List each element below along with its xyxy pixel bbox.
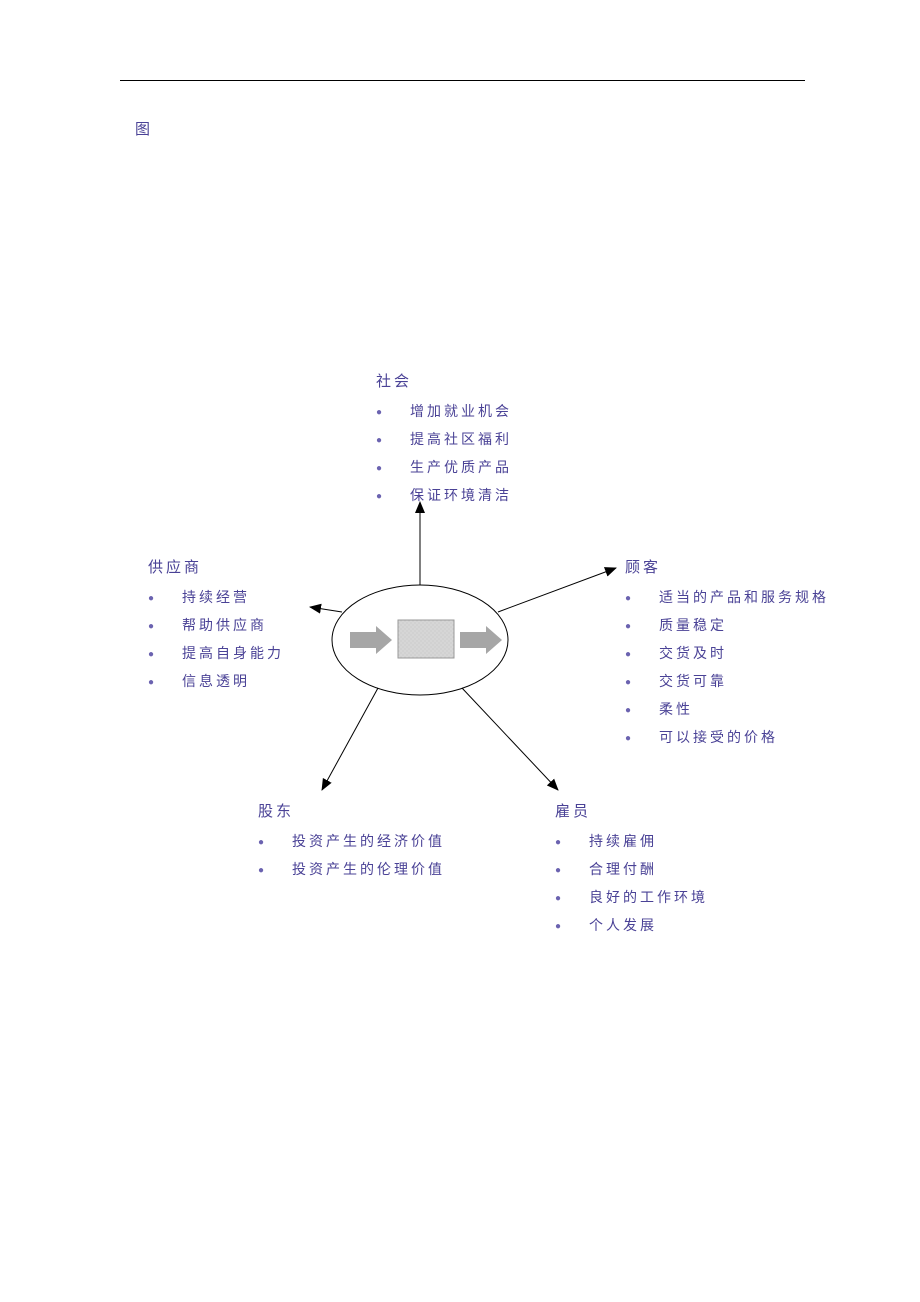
link-shareholders — [322, 688, 378, 790]
group-customers: 顾客 适当的产品和服务规格 质量稳定 交货及时 交货可靠 柔性 可以接受的价格 — [625, 556, 829, 753]
list-item: 帮助供应商 — [148, 613, 284, 641]
list-item: 增加就业机会 — [376, 399, 512, 427]
list-item: 个人发展 — [555, 913, 708, 941]
group-suppliers-list: 持续经营 帮助供应商 提高自身能力 信息透明 — [148, 585, 284, 697]
group-shareholders: 股东 投资产生的经济价值 投资产生的伦理价值 — [258, 800, 445, 885]
list-item: 信息透明 — [148, 669, 284, 697]
group-society-title: 社会 — [376, 370, 512, 391]
list-item: 投资产生的伦理价值 — [258, 857, 445, 885]
group-shareholders-title: 股东 — [258, 800, 445, 821]
list-item: 合理付酬 — [555, 857, 708, 885]
list-item: 交货可靠 — [625, 669, 829, 697]
list-item: 交货及时 — [625, 641, 829, 669]
list-item: 柔性 — [625, 697, 829, 725]
center-box — [398, 620, 454, 658]
group-society-list: 增加就业机会 提高社区福利 生产优质产品 保证环境清洁 — [376, 399, 512, 511]
list-item: 良好的工作环境 — [555, 885, 708, 913]
list-item: 持续雇佣 — [555, 829, 708, 857]
list-item: 投资产生的经济价值 — [258, 829, 445, 857]
list-item: 生产优质产品 — [376, 455, 512, 483]
group-suppliers: 供应商 持续经营 帮助供应商 提高自身能力 信息透明 — [148, 556, 284, 697]
list-item: 持续经营 — [148, 585, 284, 613]
link-suppliers — [310, 607, 342, 612]
group-suppliers-title: 供应商 — [148, 556, 284, 577]
inner-arrow-left — [350, 626, 392, 654]
group-shareholders-list: 投资产生的经济价值 投资产生的伦理价值 — [258, 829, 445, 885]
group-employees-title: 雇员 — [555, 800, 708, 821]
link-employees — [462, 688, 558, 790]
group-employees: 雇员 持续雇佣 合理付酬 良好的工作环境 个人发展 — [555, 800, 708, 941]
list-item: 适当的产品和服务规格 — [625, 585, 829, 613]
group-employees-list: 持续雇佣 合理付酬 良好的工作环境 个人发展 — [555, 829, 708, 941]
list-item: 质量稳定 — [625, 613, 829, 641]
link-customers — [498, 568, 616, 612]
group-customers-title: 顾客 — [625, 556, 829, 577]
list-item: 提高自身能力 — [148, 641, 284, 669]
group-customers-list: 适当的产品和服务规格 质量稳定 交货及时 交货可靠 柔性 可以接受的价格 — [625, 585, 829, 753]
group-society: 社会 增加就业机会 提高社区福利 生产优质产品 保证环境清洁 — [376, 370, 512, 511]
list-item: 提高社区福利 — [376, 427, 512, 455]
inner-arrow-right — [460, 626, 502, 654]
list-item: 可以接受的价格 — [625, 725, 829, 753]
list-item: 保证环境清洁 — [376, 483, 512, 511]
